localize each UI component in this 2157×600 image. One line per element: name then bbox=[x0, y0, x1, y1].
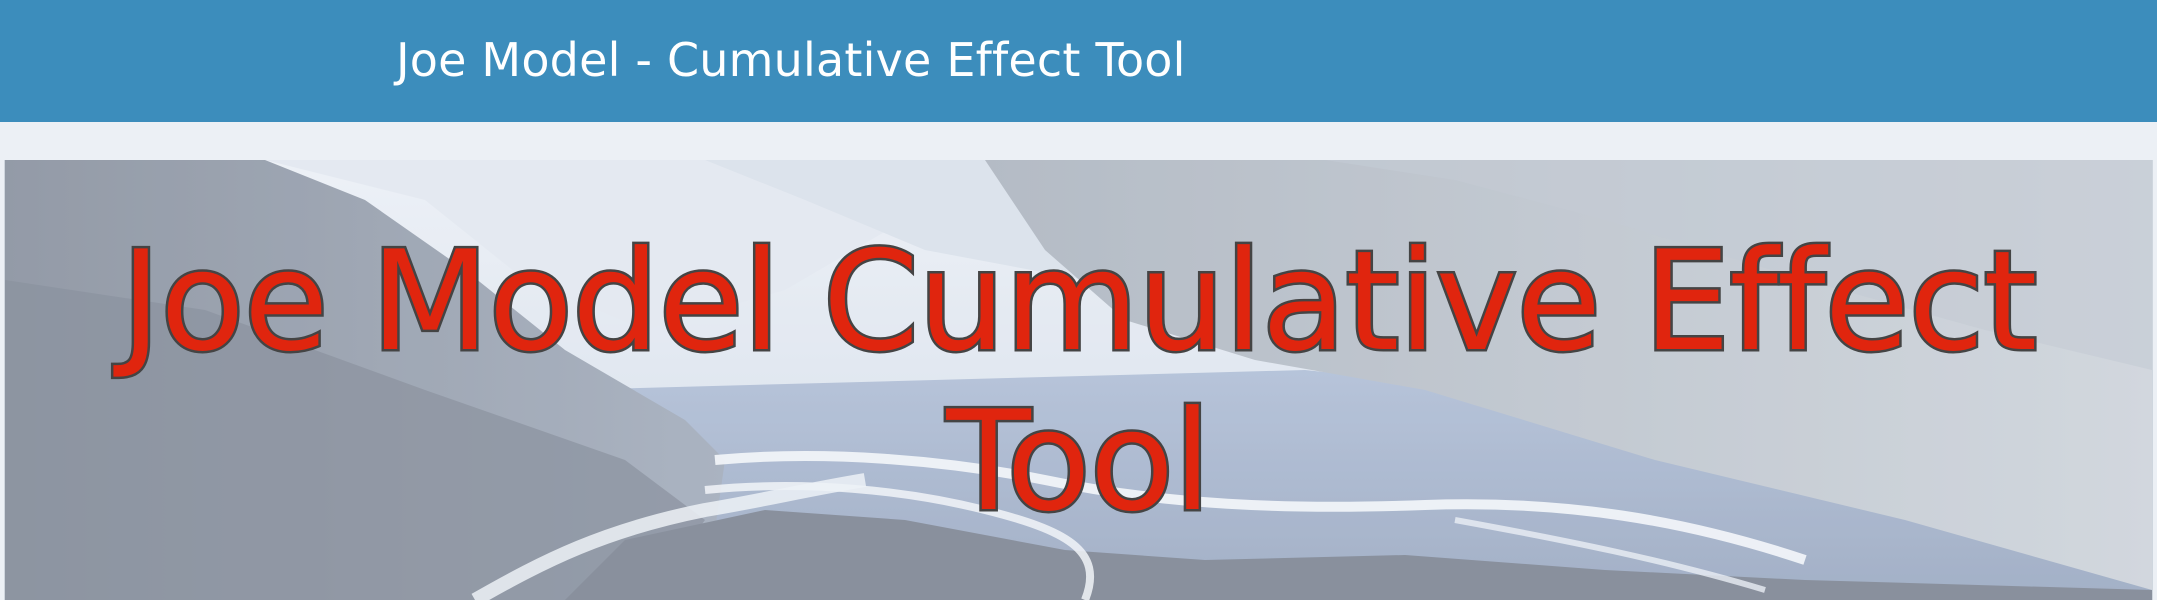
hero-heading: Joe Model Cumulative Effect Tool bbox=[5, 219, 2152, 544]
hero-banner: Joe Model Cumulative Effect Tool bbox=[4, 160, 2153, 600]
hero-heading-line-2: Tool bbox=[944, 379, 1214, 544]
app-title: Joe Model - Cumulative Effect Tool bbox=[396, 33, 1186, 87]
river-valley-landscape-image bbox=[5, 160, 2152, 600]
content-wrapper: Joe Model Cumulative Effect Tool bbox=[0, 122, 2157, 600]
hero-heading-line-1: Joe Model Cumulative Effect bbox=[118, 219, 2040, 384]
top-navbar: Joe Model - Cumulative Effect Tool bbox=[0, 0, 2157, 122]
